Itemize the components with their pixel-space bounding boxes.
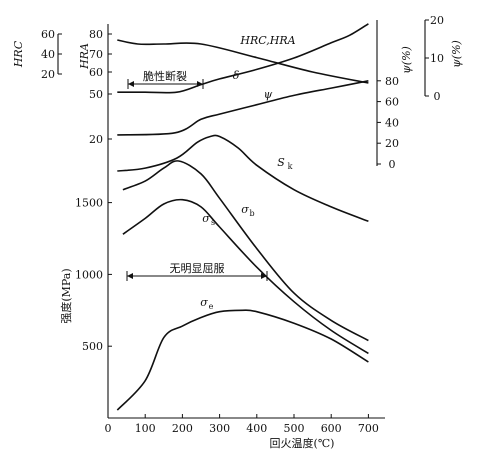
hrc-tick-label: 60 bbox=[41, 28, 55, 41]
strength-tick-label: 1000 bbox=[75, 268, 103, 281]
sigma-s-curve-label: σ bbox=[202, 212, 210, 225]
strength-axis-label: 强度(MPa) bbox=[59, 268, 73, 323]
x-tick-label: 200 bbox=[172, 422, 193, 435]
sigma-b-curve bbox=[122, 160, 369, 342]
delta-tick-label: 0 bbox=[434, 90, 441, 103]
sigma-e-curve bbox=[116, 309, 369, 411]
strength-tick-label: 500 bbox=[82, 340, 103, 353]
brittle-fracture-arrow-left-arrowhead bbox=[128, 81, 134, 87]
psi-tick-label: 20 bbox=[385, 137, 399, 150]
hrc-axis-label: HRC bbox=[12, 40, 25, 68]
psi-tick-label: 40 bbox=[385, 116, 399, 129]
psi-tick-label: 80 bbox=[385, 75, 399, 88]
sk-curve-label: S bbox=[277, 156, 285, 169]
x-tick-label: 700 bbox=[358, 422, 379, 435]
psi-tick-label: 0 bbox=[389, 158, 396, 171]
sk-subscript-label: k bbox=[288, 162, 293, 171]
no-yield-label: 无明显屈服 bbox=[170, 262, 225, 275]
x-tick-label: 100 bbox=[135, 422, 156, 435]
sigma-b-subscript-label: b bbox=[249, 209, 254, 218]
sk-curve bbox=[117, 134, 369, 223]
sigma-e-subscript-label: e bbox=[209, 302, 214, 311]
delta-tick-label: 20 bbox=[430, 14, 444, 27]
delta-tick-label: 10 bbox=[430, 52, 444, 65]
delta-curve bbox=[117, 23, 369, 94]
sigma-b-curve-label: σ bbox=[241, 203, 249, 216]
hra-tick-label: 80 bbox=[89, 28, 103, 41]
hra-tick-label: 60 bbox=[89, 66, 103, 79]
brittle-fracture-label: 脆性断裂 bbox=[143, 69, 187, 83]
hra-axis-label: HRA bbox=[78, 43, 91, 70]
hardness-curve bbox=[117, 39, 369, 84]
psi-curve-label: ψ bbox=[264, 88, 273, 101]
x-tick-label: 0 bbox=[105, 422, 112, 435]
hardness-curve-label: HRC,HRA bbox=[239, 34, 295, 47]
delta-curve-label: δ bbox=[233, 69, 240, 82]
axes-group bbox=[57, 19, 429, 419]
hra-tick-label: 70 bbox=[89, 48, 103, 61]
x-axis-label: 回火温度(℃) bbox=[270, 436, 335, 450]
hrc-tick-label: 40 bbox=[41, 48, 55, 61]
psi-curve bbox=[117, 80, 369, 136]
x-tick-label: 400 bbox=[246, 422, 267, 435]
no-yield-arrow-right-arrowhead bbox=[261, 273, 267, 279]
psi-tick-label: 60 bbox=[385, 96, 399, 109]
brittle-fracture-arrow-right-arrowhead bbox=[197, 81, 203, 87]
x-tick-label: 500 bbox=[284, 422, 305, 435]
sigma-e-curve-label: σ bbox=[200, 296, 208, 309]
curves-group bbox=[116, 23, 369, 411]
no-yield-arrow-left-arrowhead bbox=[127, 273, 133, 279]
labels-group: 0 100 200 300 400 500 600 700回火温度(℃)50010001500… bbox=[12, 14, 463, 450]
hrc-tick-label: 20 bbox=[41, 68, 55, 81]
x-tick-label: 300 bbox=[209, 422, 230, 435]
psi-axis-label: ψ(%) bbox=[400, 46, 413, 74]
delta-axis-label: ψ(%) bbox=[450, 40, 463, 68]
hardness-extra-tick-label: 20 bbox=[89, 133, 103, 146]
hra-tick-label: 50 bbox=[89, 88, 103, 101]
sigma-s-subscript-label: s bbox=[211, 218, 215, 227]
x-tick-label: 600 bbox=[321, 422, 342, 435]
sigma-s-curve bbox=[122, 198, 369, 355]
strength-tick-label: 1500 bbox=[75, 197, 103, 210]
